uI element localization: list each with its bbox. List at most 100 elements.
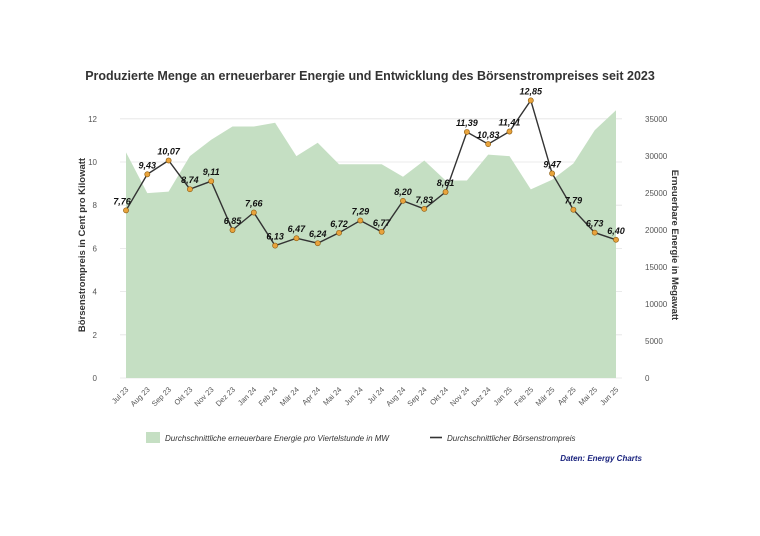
price-data-label: 6,13 <box>266 232 284 242</box>
price-line <box>125 98 617 247</box>
x-tick-label: Apr 24 <box>300 385 322 407</box>
left-tick-label: 4 <box>93 288 98 297</box>
price-data-label: 12,85 <box>520 86 544 96</box>
price-data-label: 7,76 <box>113 196 132 206</box>
left-tick-label: 8 <box>93 201 98 210</box>
price-marker <box>336 229 342 236</box>
price-marker <box>378 228 385 235</box>
price-data-label: 11,41 <box>499 118 521 128</box>
price-data-label: 9,43 <box>139 160 157 170</box>
x-tick-label: Jan 24 <box>236 385 258 407</box>
price-marker <box>570 206 577 213</box>
x-tick-label: Mär 25 <box>534 385 557 408</box>
price-marker <box>208 178 215 185</box>
x-tick-label: Feb 25 <box>512 385 535 408</box>
price-data-label: 7,79 <box>565 196 583 206</box>
renewable-energy-area <box>126 110 616 378</box>
price-data-label: 6,73 <box>586 219 604 229</box>
price-data-label: 11,39 <box>456 118 478 128</box>
price-data-label: 6,47 <box>288 224 307 234</box>
x-tick-label: Jan 25 <box>492 385 514 407</box>
x-tick-label: Sep 23 <box>150 385 173 408</box>
x-tick-label: Mai 24 <box>321 385 343 407</box>
chart-title: Produzierte Menge an erneuerbarer Energi… <box>85 69 655 83</box>
x-tick-label: Nov 24 <box>448 385 471 408</box>
left-tick-label: 0 <box>93 374 98 383</box>
x-tick-label: Jul 23 <box>110 385 131 406</box>
source-note: Daten: Energy Charts <box>560 454 642 463</box>
price-marker <box>165 157 172 164</box>
price-marker <box>506 128 513 135</box>
left-tick-label: 10 <box>88 158 97 167</box>
price-marker <box>485 141 492 147</box>
right-tick-label: 0 <box>645 374 650 383</box>
price-marker <box>613 236 619 243</box>
price-data-label: 7,66 <box>245 199 264 209</box>
right-tick-label: 20000 <box>645 226 668 235</box>
price-marker <box>527 97 534 104</box>
price-marker <box>187 186 193 193</box>
right-tick-label: 5000 <box>645 337 663 346</box>
x-tick-label: Feb 24 <box>257 385 280 408</box>
price-data-label: 10,07 <box>157 146 181 156</box>
price-data-label: 7,83 <box>415 195 433 205</box>
x-tick-label: Jun 25 <box>598 385 620 407</box>
x-tick-label: Okt 24 <box>428 385 450 407</box>
legend-line-label: Durchschnittlicher Börsenstrompreis <box>447 434 576 443</box>
right-tick-label: 10000 <box>645 300 668 309</box>
x-tick-label: Apr 25 <box>556 385 578 407</box>
left-tick-label: 12 <box>88 115 97 124</box>
legend-area-swatch <box>146 432 160 443</box>
x-tick-label: Mär 24 <box>278 385 301 408</box>
right-tick-label: 35000 <box>645 115 668 124</box>
price-data-label: 6,40 <box>607 226 625 236</box>
price-marker <box>123 207 129 214</box>
left-axis-ticks: 0 2 4 6 8 10 12 <box>88 115 97 383</box>
price-marker <box>442 189 449 195</box>
price-data-label: 6,85 <box>224 216 243 226</box>
price-data-label: 9,11 <box>203 167 220 177</box>
price-marker <box>549 170 555 177</box>
left-axis-label: Börsenstrompreis in Cent pro Kilowatt <box>77 157 88 332</box>
legend: Durchschnittliche erneuerbare Energie pr… <box>146 432 576 443</box>
x-tick-label: Okt 23 <box>172 385 194 407</box>
x-tick-label: Nov 23 <box>192 385 215 408</box>
x-tick-label: Jul 24 <box>366 385 387 406</box>
left-tick-label: 6 <box>93 244 98 253</box>
x-tick-label: Dez 23 <box>214 385 237 408</box>
x-tick-label: Jun 24 <box>342 385 364 407</box>
price-marker <box>272 242 279 249</box>
right-tick-label: 30000 <box>645 152 668 161</box>
right-tick-label: 25000 <box>645 189 668 198</box>
left-tick-label: 2 <box>93 331 98 340</box>
price-data-label: 6,72 <box>330 219 348 229</box>
price-data-label: 10,83 <box>477 130 500 140</box>
x-tick-label: Dez 24 <box>469 385 492 408</box>
price-marker <box>293 235 300 242</box>
price-marker <box>250 209 257 216</box>
price-marker <box>357 217 364 224</box>
right-axis-ticks: 0 5000 10000 15000 20000 25000 30000 35000 <box>645 115 668 383</box>
renewable-area-layer <box>126 110 616 378</box>
price-marker <box>144 171 151 178</box>
price-marker <box>421 205 428 212</box>
price-data-label: 8,20 <box>394 187 412 197</box>
x-tick-label: Aug 23 <box>129 385 152 408</box>
price-data-label: 7,29 <box>352 207 370 217</box>
price-data-label: 8,61 <box>437 178 455 188</box>
price-marker <box>314 240 321 247</box>
price-data-label: 6,77 <box>373 218 392 228</box>
price-marker <box>463 129 470 135</box>
price-data-label: 6,24 <box>309 229 327 239</box>
price-marker <box>400 197 406 204</box>
legend-area-label: Durchschnittliche erneuerbare Energie pr… <box>165 434 390 443</box>
right-axis-label: Erneuerbare Energie in Megawatt <box>669 170 680 321</box>
price-marker <box>229 227 236 233</box>
x-tick-label: Sep 24 <box>405 385 428 408</box>
x-tick-label: Aug 24 <box>384 385 407 408</box>
right-tick-label: 15000 <box>645 263 668 272</box>
x-tick-label: Mai 25 <box>577 385 599 407</box>
